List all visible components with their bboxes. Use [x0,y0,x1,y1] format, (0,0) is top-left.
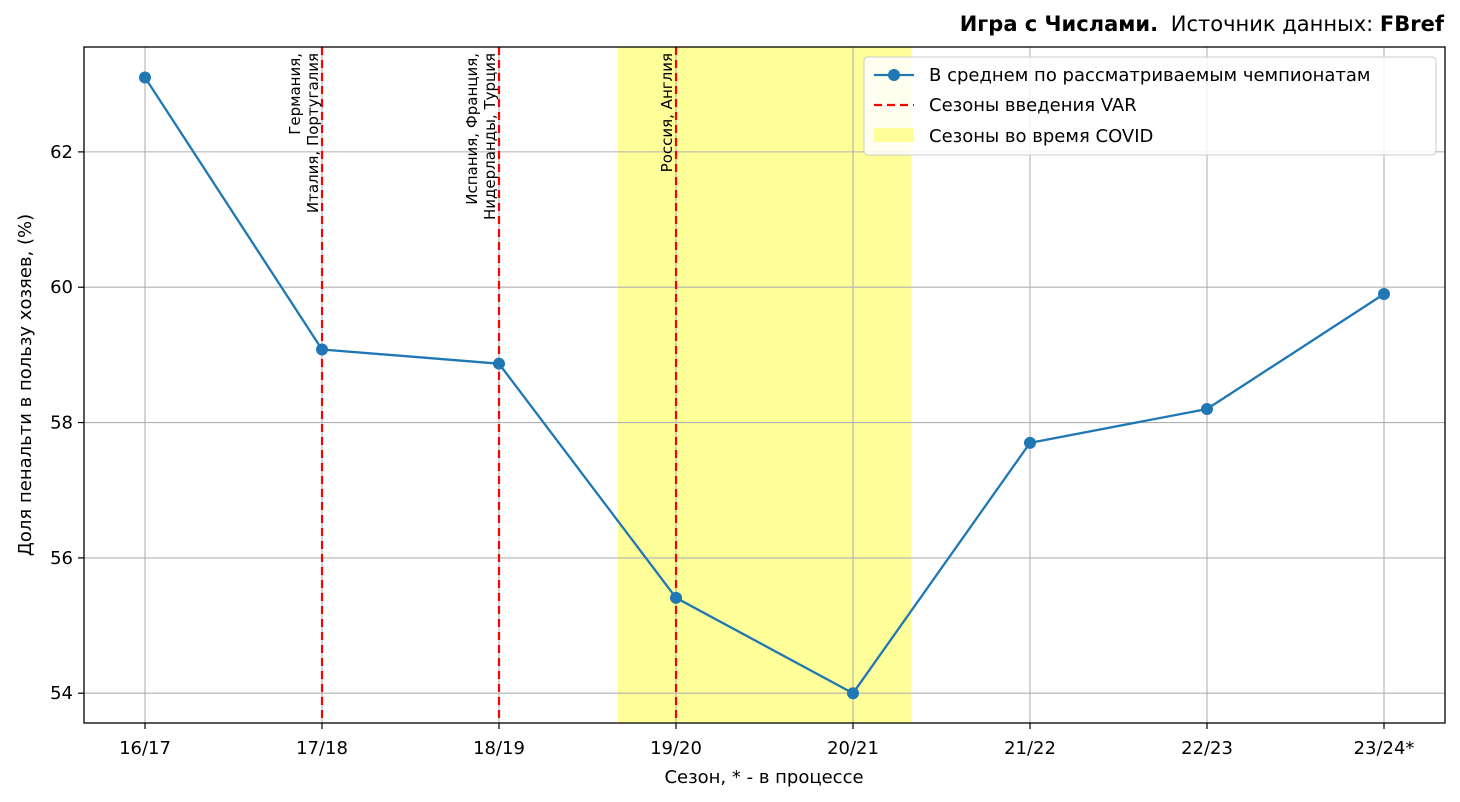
legend-covid-label: Сезоны во время COVID [929,126,1153,147]
plot-frame [83,46,1446,724]
source-name: FBref [1379,12,1444,36]
legend: В среднем по рассматриваемым чемпионатам… [863,56,1437,156]
legend-series-marker-icon [888,69,900,81]
y-tick-label: 62 [50,142,73,163]
ticks-layer: 16/17 17/18 18/19 19/20 20/21 21/22 22/23 23/24… [50,142,1414,759]
source-prefix: Источник данных: [1170,12,1374,36]
legend-series-label: В среднем по рассматриваемым чемпионатам [929,65,1371,86]
var-annotation-line: Германия, [286,53,304,135]
covid-band-layer [617,47,912,723]
legend-covid-swatch-icon [874,128,914,142]
var-lines-layer [320,47,678,723]
brand-name: Игра с Числами. [959,12,1159,36]
x-tick-label: 18/19 [473,738,525,759]
var-annotation: Россия, Англия [658,53,676,172]
legend-box [863,56,1437,156]
series-layer [139,71,1390,700]
x-tick-label: 17/18 [296,738,348,759]
data-point [670,591,682,604]
data-point [1024,436,1036,449]
y-tick-label: 54 [50,683,73,704]
data-point [316,343,328,356]
var-annotation-line: Испания, Франция, [463,53,481,205]
y-axis-label: Доля пенальти в пользу хозяев, (%) [15,214,36,556]
x-tick-label: 20/21 [827,738,879,759]
data-point [847,687,859,700]
data-point [139,71,151,84]
var-labels-layer: Германия,Италия, Португалия Испания, Фран… [286,53,676,220]
y-tick-label: 58 [50,413,73,434]
x-tick-label: 19/20 [650,738,702,759]
series-line [144,76,1385,695]
data-point [1201,403,1213,416]
y-tick-label: 56 [50,548,73,569]
data-point [493,357,505,370]
legend-var-label: Сезоны введения VAR [929,95,1137,116]
data-point [1378,287,1390,300]
x-axis-label: Сезон, * - в процессе [664,767,863,788]
header-title: Игра с Числами. Источник данных: FBref [960,12,1444,36]
var-annotation: Испания, Франция,Нидерланды, Турция [463,53,499,220]
x-tick-label: 16/17 [119,738,171,759]
covid-band [617,47,912,723]
var-annotation-line: Нидерланды, Турция [481,53,499,220]
var-annotation-line: Россия, Англия [658,53,676,172]
x-tick-label: 23/24* [1354,738,1415,759]
x-tick-label: 21/22 [1004,738,1056,759]
var-annotation: Германия,Италия, Португалия [286,53,322,213]
var-annotation-line: Италия, Португалия [304,53,322,213]
x-tick-label: 22/23 [1181,738,1233,759]
y-tick-label: 60 [50,277,73,298]
